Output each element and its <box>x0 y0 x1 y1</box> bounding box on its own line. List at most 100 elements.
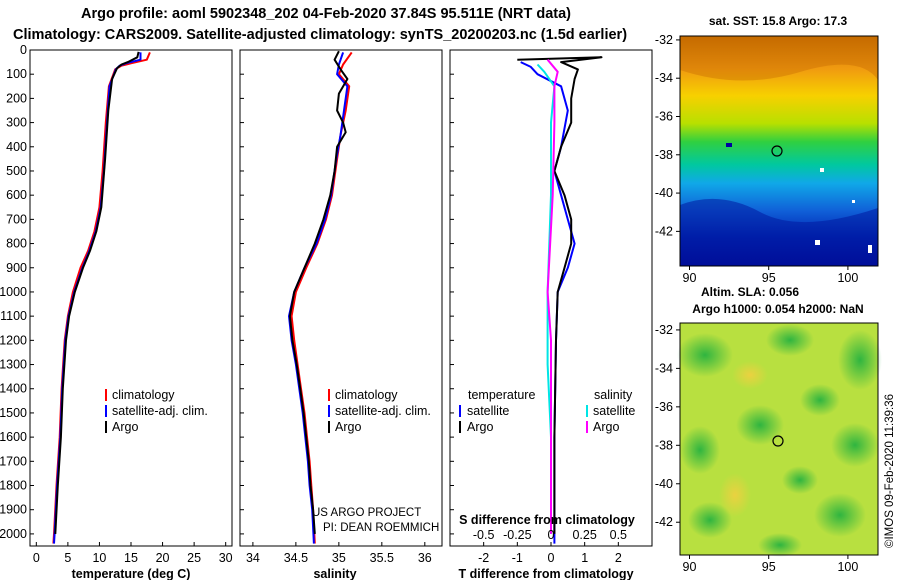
lat-tick-label: -38 <box>655 438 673 452</box>
imos-credit: ©IMOS 09-Feb-2020 11:39:36 <box>884 394 896 548</box>
x-tick-label: 35 <box>332 551 346 565</box>
depth-tick-label: 0 <box>20 43 27 57</box>
sst-map-title: sat. SST: 15.8 Argo: 17.3 <box>709 14 848 28</box>
lat-tick-label: -32 <box>655 33 673 47</box>
legend-label-t-satellite: satellite <box>467 404 509 418</box>
lat-tick-label: -40 <box>655 186 673 200</box>
depth-tick-label: 1600 <box>0 430 27 444</box>
sla-x-axis: 90 95 100 <box>683 555 858 574</box>
x-tick-layer: 0 5 10 15 20 25 30 34 34.5 35 35.5 36 -2 -1 0 1 2 -0.5 -0.… <box>33 528 627 565</box>
series-line-s-satellite <box>536 63 556 534</box>
sla-y-axis: -32 -34 -36 -38 -40 -42 <box>655 323 680 529</box>
sst-missing-pixel <box>852 200 855 203</box>
salinity-legend: climatology satellite-adj. clim. Argo US… <box>312 388 439 534</box>
sst-pixel-patch <box>726 143 732 147</box>
sla-map-subtitle: Argo h1000: 0.054 h2000: NaN <box>692 302 863 316</box>
sla-map <box>677 322 882 557</box>
lon-tick-label: 95 <box>762 560 776 574</box>
lat-tick-label: -36 <box>655 400 673 414</box>
depth-tick-label: 100 <box>6 67 27 81</box>
legend-label-s-argo: Argo <box>593 420 619 434</box>
x-tick-label: 2 <box>615 551 622 565</box>
x-tick-label: 20 <box>156 551 170 565</box>
lon-tick-label: 90 <box>683 271 697 285</box>
temperature-legend: climatology satellite-adj. clim. Argo <box>105 388 208 434</box>
sst-missing-pixel <box>820 168 824 172</box>
x-tick-label: -1 <box>512 551 523 565</box>
s-tick-label: -0.25 <box>503 528 532 542</box>
depth-tick-label: 600 <box>6 188 27 202</box>
legend-label-satellite: satellite-adj. clim. <box>112 404 208 418</box>
x-tick-label: 36 <box>418 551 432 565</box>
depth-axis: 0 100 200 300 400 500 600 700 800 900 1000 1100 1200… <box>0 43 454 541</box>
x-tick-label: 0 <box>33 551 40 565</box>
lat-tick-label: -42 <box>655 515 673 529</box>
legend-label-t-argo: Argo <box>467 420 493 434</box>
x-tick-label: 0 <box>548 551 555 565</box>
temperature-panel-frame <box>29 49 233 547</box>
depth-tick-label: 700 <box>6 212 27 226</box>
s-tick-label: 0 <box>548 528 555 542</box>
legend-label-argo: Argo <box>112 420 138 434</box>
depth-tick-label: 1800 <box>0 479 27 493</box>
sst-warm-region <box>680 36 878 81</box>
depth-tick-label: 1300 <box>0 358 27 372</box>
depth-tick-label: 800 <box>6 237 27 251</box>
sla-anomaly-blobs <box>677 324 882 557</box>
sla-map-frame <box>679 322 879 556</box>
lat-tick-label: -40 <box>655 477 673 491</box>
lon-tick-label: 100 <box>837 560 858 574</box>
depth-tick-label: 1700 <box>0 454 27 468</box>
x-tick-label: 34.5 <box>284 551 308 565</box>
x-tick-label: 5 <box>64 551 71 565</box>
lon-tick-label: 100 <box>837 271 858 285</box>
lat-tick-label: -38 <box>655 148 673 162</box>
series-line-satellite <box>53 52 142 544</box>
series-line-t-argo <box>517 56 603 534</box>
s-tick-label: 0.5 <box>610 528 627 542</box>
series-line-s-argo <box>546 59 559 534</box>
lat-tick-label: -34 <box>655 361 673 375</box>
x-tick-label: 10 <box>92 551 106 565</box>
legend-label-argo: Argo <box>335 420 361 434</box>
x-tick-label: 30 <box>219 551 233 565</box>
sst-map <box>679 35 879 267</box>
sst-argo-position-marker <box>771 145 783 157</box>
depth-tick-label: 500 <box>6 164 27 178</box>
sst-x-axis: 90 95 100 <box>683 266 858 285</box>
s-difference-axis-label: S difference from climatology <box>459 513 635 527</box>
annotation-pi: PI: DEAN ROEMMICH <box>323 522 439 534</box>
lat-tick-label: -36 <box>655 109 673 123</box>
lat-tick-label: -34 <box>655 71 673 85</box>
depth-tick-label: 1400 <box>0 382 27 396</box>
depth-tick-label: 300 <box>6 116 27 130</box>
depth-tick-label: 1100 <box>0 309 27 323</box>
sla-argo-position-marker <box>772 435 784 447</box>
legend-label-s-satellite: satellite <box>593 404 635 418</box>
x-tick-label: 34 <box>246 551 260 565</box>
depth-tick-label: 400 <box>6 140 27 154</box>
x-tick-label: 1 <box>581 551 588 565</box>
plot-title-line2: Climatology: CARS2009. Satellite-adjuste… <box>12 27 628 43</box>
depth-tick-label: 1500 <box>0 406 27 420</box>
series-layer <box>52 50 603 544</box>
depth-tick-label: 900 <box>6 261 27 275</box>
lat-tick-label: -32 <box>655 323 673 337</box>
series-line-climatology <box>52 52 151 544</box>
depth-tick-label: 1000 <box>0 285 27 299</box>
sla-map-title: Altim. SLA: 0.056 <box>701 285 799 299</box>
s-tick-label: -0.5 <box>473 528 495 542</box>
s-tick-label: 0.25 <box>572 528 596 542</box>
series-line-argo <box>54 51 140 534</box>
x-tick-label: 15 <box>124 551 138 565</box>
depth-tick-label: 1900 <box>0 503 27 517</box>
depth-tick-label: 200 <box>6 91 27 105</box>
sst-missing-pixel <box>868 245 872 253</box>
annotation-us-argo: US ARGO PROJECT <box>312 507 421 519</box>
x-tick-label: 25 <box>187 551 201 565</box>
lon-tick-label: 95 <box>762 271 776 285</box>
legend-label-climatology: climatology <box>335 388 398 402</box>
plot-title-line1: Argo profile: aoml 5902348_202 04-Feb-20… <box>80 6 571 22</box>
lon-tick-label: 90 <box>683 560 697 574</box>
